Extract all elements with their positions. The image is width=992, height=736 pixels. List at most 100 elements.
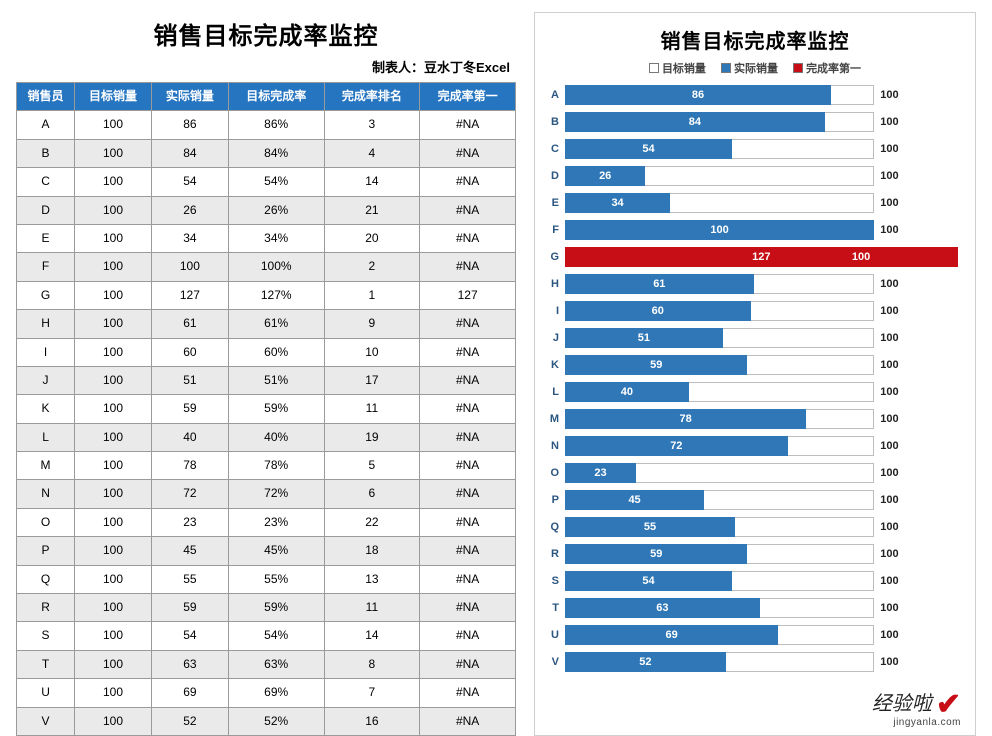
chart-row-label: F (543, 224, 565, 236)
table-cell: 60% (228, 338, 324, 366)
table-cell: #NA (420, 480, 516, 508)
column-header: 完成率第一 (420, 83, 516, 111)
table-cell: 100 (75, 310, 152, 338)
chart-plot: 127100 (565, 244, 967, 270)
table-cell: I (17, 338, 75, 366)
table-cell: K (17, 395, 75, 423)
table-cell: 5 (324, 452, 420, 480)
table-cell: 100 (75, 622, 152, 650)
table-cell: 52 (151, 707, 228, 735)
table-cell: #NA (420, 338, 516, 366)
target-value-label: 100 (874, 517, 908, 537)
table-cell: 16 (324, 707, 420, 735)
chart-plot: 52100 (565, 649, 967, 675)
table-row: Q1005555%13#NA (17, 565, 516, 593)
target-value-label: 100 (874, 166, 908, 186)
target-value-label: 100 (874, 85, 908, 105)
table-cell: U (17, 679, 75, 707)
table-cell: E (17, 224, 75, 252)
table-cell: 61 (151, 310, 228, 338)
table-cell: 59 (151, 594, 228, 622)
chart-row: L40100 (543, 379, 967, 405)
chart-plot: 100100 (565, 217, 967, 243)
target-value-label: 100 (874, 355, 908, 375)
target-value-label: 100 (874, 301, 908, 321)
chart-row-label: R (543, 548, 565, 560)
chart-row: A86100 (543, 82, 967, 108)
table-cell: #NA (420, 139, 516, 167)
table-cell: 3 (324, 111, 420, 139)
table-subtitle: 制表人：豆水丁冬Excel (16, 57, 510, 76)
chart-row-label: N (543, 440, 565, 452)
table-cell: 100 (75, 168, 152, 196)
target-value-label: 100 (874, 544, 908, 564)
table-row: T1006363%8#NA (17, 650, 516, 678)
table-cell: 13 (324, 565, 420, 593)
chart-plot: 26100 (565, 163, 967, 189)
table-cell: 100 (75, 224, 152, 252)
chart-row-label: G (543, 251, 565, 263)
bar-actual: 59 (565, 544, 747, 564)
table-cell: #NA (420, 650, 516, 678)
chart-plot: 54100 (565, 568, 967, 594)
table-cell: 60 (151, 338, 228, 366)
table-cell: 69 (151, 679, 228, 707)
table-cell: #NA (420, 423, 516, 451)
table-cell: 34% (228, 224, 324, 252)
table-row: V1005252%16#NA (17, 707, 516, 735)
chart-plot: 59 100 (565, 352, 967, 378)
table-cell: 127 (420, 281, 516, 309)
chart-row-label: S (543, 575, 565, 587)
table-cell: 51% (228, 366, 324, 394)
bar-actual: 34 (565, 193, 670, 213)
chart-row-label: O (543, 467, 565, 479)
table-row: G100127127%1127 (17, 281, 516, 309)
table-cell: 100 (75, 338, 152, 366)
table-cell: 86% (228, 111, 324, 139)
column-header: 目标销量 (75, 83, 152, 111)
table-cell: 26 (151, 196, 228, 224)
chart-row-label: B (543, 116, 565, 128)
chart-row-label: C (543, 143, 565, 155)
table-cell: 54% (228, 622, 324, 650)
chart-panel: 销售目标完成率监控 目标销量 实际销量 完成率第一 A86100B84100C5… (534, 12, 976, 736)
chart-plot: 51100 (565, 325, 967, 351)
table-cell: 72% (228, 480, 324, 508)
target-value-label: 100 (874, 490, 908, 510)
table-cell: 4 (324, 139, 420, 167)
chart-row: M78100 (543, 406, 967, 432)
chart-row-label: L (543, 386, 565, 398)
chart-row-label: T (543, 602, 565, 614)
target-value-label: 100 (874, 409, 908, 429)
target-value-label: 100 (874, 598, 908, 618)
table-cell: #NA (420, 565, 516, 593)
table-cell: 34 (151, 224, 228, 252)
table-cell: 63 (151, 650, 228, 678)
chart-row: H61100 (543, 271, 967, 297)
table-cell: 14 (324, 168, 420, 196)
table-row: B1008484%4#NA (17, 139, 516, 167)
table-cell: 23% (228, 508, 324, 536)
chart-row-label: U (543, 629, 565, 641)
chart-legend: 目标销量 实际销量 完成率第一 (543, 60, 967, 76)
table-cell: H (17, 310, 75, 338)
chart-plot: 55100 (565, 514, 967, 540)
table-cell: S (17, 622, 75, 650)
table-cell: 127 (151, 281, 228, 309)
table-cell: 72 (151, 480, 228, 508)
table-cell: 59 (151, 395, 228, 423)
table-title: 销售目标完成率监控 (16, 16, 516, 51)
table-cell: 17 (324, 366, 420, 394)
chart-plot: 86100 (565, 82, 967, 108)
table-cell: N (17, 480, 75, 508)
table-cell: 1 (324, 281, 420, 309)
table-cell: 22 (324, 508, 420, 536)
bar-actual: 59 (565, 355, 747, 375)
table-row: I1006060%10#NA (17, 338, 516, 366)
target-value-label: 100 (874, 112, 908, 132)
table-cell: 100 (151, 253, 228, 281)
table-cell: 11 (324, 594, 420, 622)
table-cell: 7 (324, 679, 420, 707)
table-cell: M (17, 452, 75, 480)
watermark-small: jingyanla.com (872, 718, 961, 727)
